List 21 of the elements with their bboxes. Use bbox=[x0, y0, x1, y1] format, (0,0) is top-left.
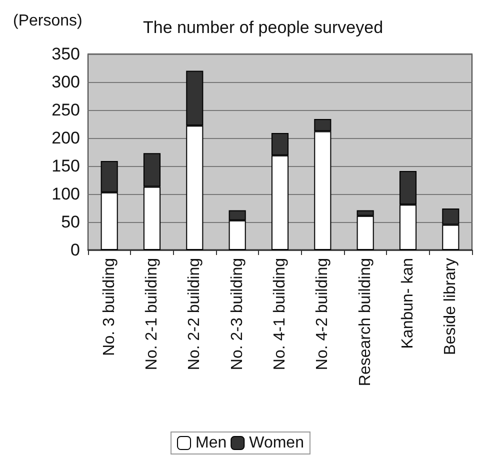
y-tick-label: 200 bbox=[52, 128, 80, 148]
y-tick-label: 100 bbox=[52, 184, 80, 204]
x-tick-label: No. 3 building bbox=[100, 258, 118, 356]
legend-label: Women bbox=[249, 434, 304, 452]
x-tick-label: Research building bbox=[356, 258, 374, 386]
y-tick-label: 150 bbox=[52, 156, 80, 176]
x-tick-label: No. 2-2 building bbox=[186, 258, 204, 370]
chart-title: The number of people surveyed bbox=[143, 18, 384, 37]
y-axis-title: (Persons) bbox=[13, 12, 82, 30]
y-tick-label: 50 bbox=[61, 212, 80, 232]
x-tick-label: Beside library bbox=[442, 258, 460, 355]
x-tick-label: No. 4-1 building bbox=[272, 258, 288, 370]
legend-label: Men bbox=[196, 434, 227, 452]
x-tick-label: No. 2-1 building bbox=[144, 258, 160, 370]
x-tick-label: Kanbun- kan bbox=[400, 258, 416, 349]
y-tick-label: 300 bbox=[52, 72, 80, 92]
y-tick-label: 0 bbox=[70, 240, 80, 260]
y-tick-label: 250 bbox=[52, 100, 80, 120]
y-tick-label: 350 bbox=[52, 44, 80, 64]
x-tick-label: No. 4-2 building bbox=[314, 258, 332, 370]
x-tick-label: No. 2-3 building bbox=[228, 258, 246, 370]
